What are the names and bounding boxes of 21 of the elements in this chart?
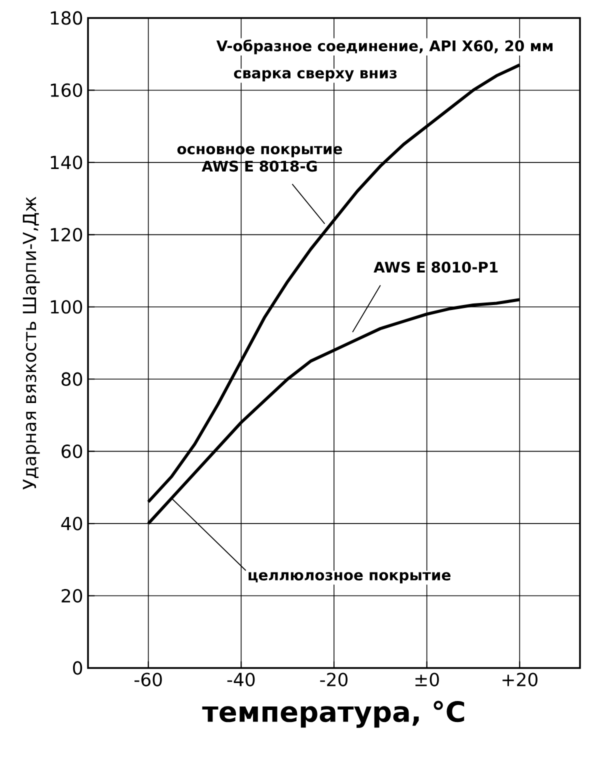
y-tick-label: 80 [62,372,82,386]
y-tick-label: 0 [73,661,82,675]
y-tick-label: 140 [50,156,82,170]
x-tick-label: ±0 [415,672,439,686]
text: сварка сверху вниз [234,70,397,82]
x-tick-label: -20 [320,672,348,686]
y-tick-label: 100 [50,300,82,314]
y-tick-label: 160 [50,83,82,98]
x-tick-label: -40 [227,672,255,686]
y-axis-title: Ударная вязкость Шарпи-V,Дж [22,196,40,490]
x-tick-label: +20 [502,672,538,686]
y-tick-label: 60 [62,444,82,458]
x-tick-label: -60 [134,672,162,686]
y-tick-label: 180 [50,11,82,25]
text: V-образное соединение, API X60, 20 мм [216,40,553,54]
y-tick-label: 40 [61,516,82,530]
text: AWS E 8010-P1 [374,262,498,273]
y-tick-label: 120 [50,228,82,242]
y-tick-label: 20 [62,588,82,603]
annotation: целлюлозное покрытие [248,572,450,584]
x-axis-title: температура, °C [202,700,464,728]
